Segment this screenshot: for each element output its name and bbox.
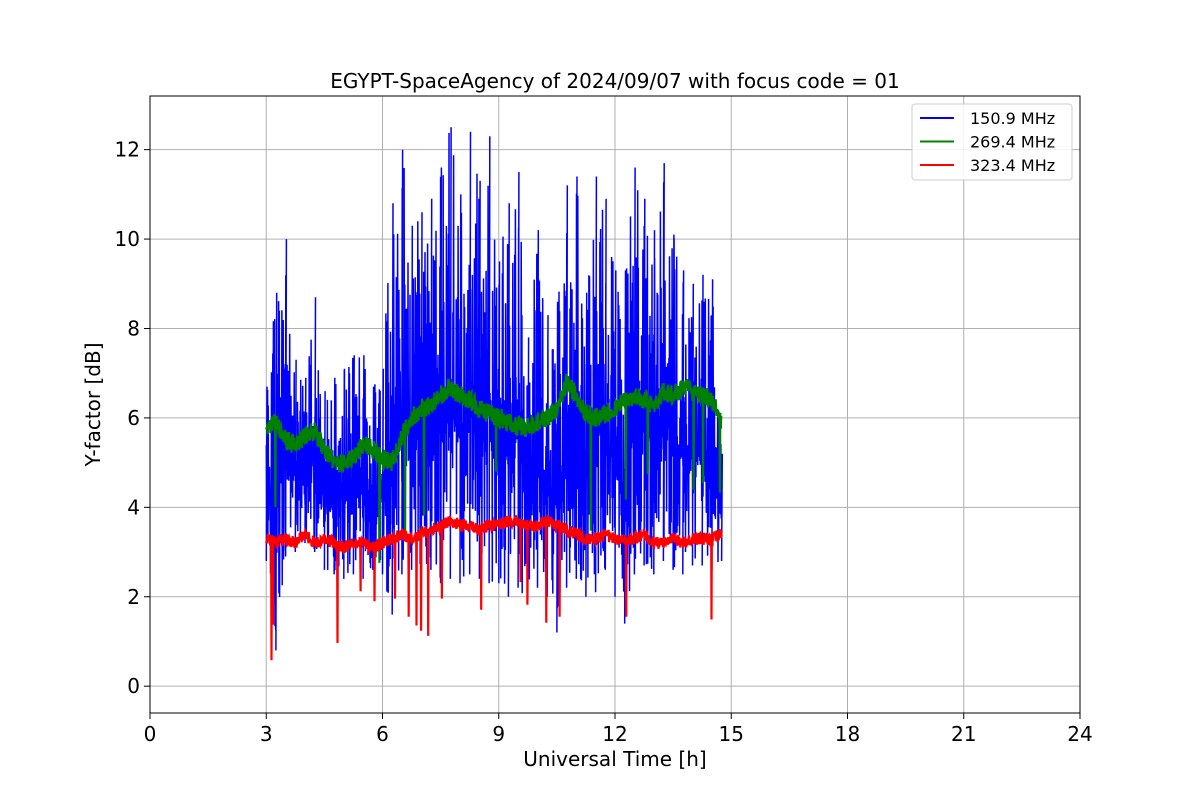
chart-title: EGYPT-SpaceAgency of 2024/09/07 with foc… [330,69,899,93]
x-axis-label: Universal Time [h] [523,747,706,771]
legend: 150.9 MHz 269.4 MHz 323.4 MHz [911,103,1073,181]
legend-label: 323.4 MHz [970,156,1055,175]
y-tick-label: 4 [127,495,140,519]
x-tick-label: 15 [719,722,744,746]
x-tick-label: 24 [1067,722,1092,746]
legend-label: 269.4 MHz [970,133,1055,152]
x-tick-label: 6 [376,722,389,746]
y-tick-label: 2 [127,585,140,609]
y-tick-label: 6 [127,406,140,430]
legend-box [911,103,1073,181]
y-tick-label: 8 [127,316,140,340]
y-tick-label: 10 [115,227,140,251]
x-tick-label: 9 [492,722,505,746]
y-axis-label: Y-factor [dB] [81,342,105,467]
x-tick-label: 21 [951,722,976,746]
y-tick-label: 0 [127,674,140,698]
y-tick-label: 12 [115,138,140,162]
series-layer [265,127,724,661]
x-tick-label: 0 [144,722,157,746]
x-tick-label: 18 [835,722,860,746]
series-line-269-4-mhz [265,373,723,563]
x-tick-label: 3 [260,722,273,746]
x-tick-label: 12 [602,722,627,746]
series-line-323-4-mhz [265,514,723,661]
legend-label: 150.9 MHz [970,109,1055,128]
